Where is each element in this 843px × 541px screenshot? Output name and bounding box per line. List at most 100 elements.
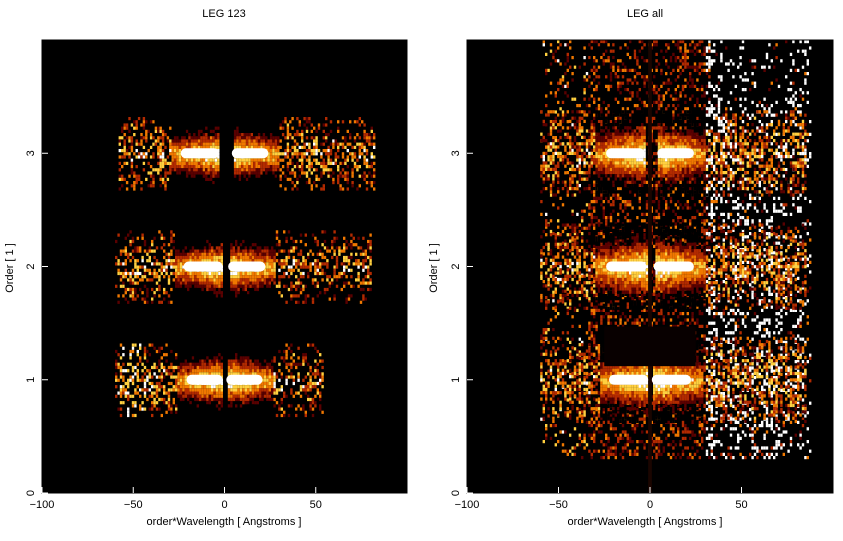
heatmap-cell — [187, 233, 190, 237]
heatmap-cell — [672, 97, 675, 101]
heatmap-cell — [194, 391, 197, 395]
heatmap-cell — [249, 281, 252, 285]
heatmap-cell — [609, 78, 613, 82]
heatmap-cell — [283, 271, 286, 276]
heatmap-cell — [171, 145, 174, 149]
heatmap-cell — [187, 362, 190, 366]
heatmap-cell — [367, 271, 370, 276]
heatmap-cell — [263, 281, 267, 285]
heatmap-cell — [363, 161, 366, 165]
heatmap-cell — [756, 126, 759, 130]
heatmap-cell — [170, 410, 173, 414]
heatmap-cell — [325, 165, 328, 169]
heatmap-cell — [242, 359, 245, 363]
heatmap-cell — [175, 404, 178, 408]
heatmap-cell — [254, 233, 257, 237]
heatmap-cell — [349, 136, 352, 140]
heatmap-cell — [207, 158, 210, 162]
heatmap-cell — [249, 284, 252, 288]
heatmap-cell — [292, 375, 295, 379]
heatmap-cell — [753, 84, 757, 88]
heatmap-cell — [260, 129, 263, 133]
heatmap-cell — [165, 271, 168, 276]
heatmap-cell — [593, 65, 596, 69]
heatmap-cell — [268, 346, 271, 350]
heatmap-cell — [115, 262, 118, 266]
heatmap-cell — [183, 117, 186, 121]
heatmap-cell — [148, 249, 151, 253]
heatmap-cell — [173, 136, 177, 140]
heatmap-cell — [163, 287, 166, 292]
heatmap-cell — [597, 107, 601, 111]
heatmap-cell — [238, 145, 242, 149]
heatmap-cell — [230, 246, 233, 250]
heatmap-cell — [593, 78, 596, 82]
heatmap-cell — [715, 88, 718, 92]
heatmap-cell — [136, 236, 139, 240]
heatmap-cell — [263, 391, 267, 395]
heatmap-cell — [794, 68, 797, 72]
heatmap-cell — [346, 142, 349, 146]
heatmap-cell — [123, 149, 126, 153]
heatmap-cell — [212, 139, 215, 143]
heatmap-cell — [119, 275, 123, 279]
heatmap-cell — [286, 152, 290, 156]
heatmap-cell — [115, 372, 118, 376]
heatmap-cell — [239, 388, 243, 392]
heatmap-cell — [160, 378, 163, 382]
heatmap-cell — [238, 161, 242, 165]
heatmap-cell — [373, 184, 376, 188]
heatmap-cell — [701, 84, 704, 88]
heatmap-cell — [265, 165, 268, 169]
heatmap-cell — [272, 139, 275, 143]
heatmap-cell — [265, 184, 268, 188]
heatmap-cell — [182, 236, 185, 240]
heatmap-cell — [763, 107, 766, 111]
heatmap-cell — [155, 394, 159, 398]
heatmap-cell — [260, 181, 263, 185]
heatmap-cell — [139, 346, 142, 350]
heatmap-cell — [177, 300, 180, 304]
heatmap-cell — [364, 265, 367, 269]
heatmap-cell — [653, 62, 656, 66]
heatmap-cell — [602, 81, 605, 85]
heatmap-cell — [191, 278, 195, 282]
heatmap-cell — [211, 284, 214, 288]
heatmap-cell — [290, 388, 293, 392]
heatmap-cell — [322, 168, 325, 172]
heatmap-cell — [136, 369, 139, 373]
heatmap-cell — [134, 391, 137, 395]
heatmap-cell — [547, 136, 550, 140]
heatmap-cell — [254, 281, 257, 285]
heatmap-cell — [369, 246, 372, 250]
heatmap-cell — [549, 49, 553, 53]
heatmap-cell — [273, 356, 276, 360]
heatmap-cell — [278, 275, 281, 279]
heatmap-cell — [217, 123, 220, 127]
heatmap-cell — [179, 284, 183, 288]
heatmap-cell — [269, 142, 273, 146]
heatmap-cell — [554, 49, 557, 53]
heatmap-cell — [207, 126, 210, 130]
heatmap-cell — [669, 72, 673, 76]
heatmap-cell — [302, 255, 305, 260]
heatmap-cell — [117, 262, 120, 266]
heatmap-cell — [164, 184, 167, 188]
heatmap-cell — [297, 372, 300, 376]
heatmap-cell — [127, 413, 130, 418]
heatmap-cell — [357, 275, 360, 279]
heatmap-cell — [196, 391, 199, 395]
heatmap-cell — [302, 284, 305, 288]
heatmap-cell — [297, 284, 300, 288]
heatmap-cell — [187, 249, 190, 253]
heatmap-cell — [172, 365, 175, 370]
heatmap-cell — [705, 123, 709, 127]
heatmap-cell — [190, 171, 194, 175]
heatmap-cell — [244, 297, 247, 301]
heatmap-cell — [272, 161, 275, 165]
heatmap-cell — [351, 145, 354, 149]
band-core-left — [186, 374, 223, 385]
heatmap-cell — [290, 372, 293, 376]
heatmap-cell — [307, 275, 310, 279]
heatmap-cell — [271, 265, 274, 269]
